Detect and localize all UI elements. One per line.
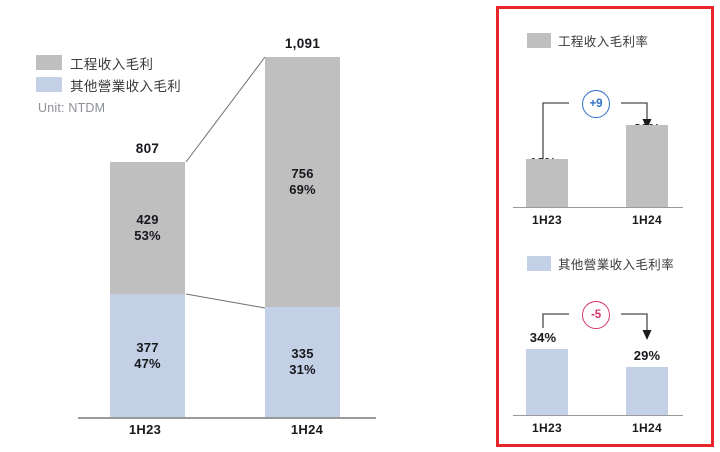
main-stacked-bar-chart: 工程收入毛利 其他營業收入毛利 Unit: NTDM 807 429 53% 3… — [36, 36, 376, 437]
mini-bottom-x-tick-1h23: 1H23 — [532, 421, 562, 435]
legend-item-other-operating-gross-profit: 其他營業收入毛利 — [36, 74, 181, 95]
legend-swatch-blue-icon — [36, 77, 62, 92]
main-x-tick-1h23: 1H23 — [128, 422, 162, 437]
mini-bottom-value-1h24: 29% — [633, 348, 661, 363]
bar-segment-label-blue-1h23: 377 47% — [134, 340, 161, 372]
mini-top-legend-label: 工程收入毛利率 — [558, 35, 649, 49]
delta-badge-up: +9 — [582, 90, 610, 118]
mini-top-bar-1h23[interactable] — [526, 159, 568, 207]
delta-path-right-bottom — [621, 313, 648, 332]
bar-total-label-1h24: 1,091 — [284, 36, 321, 51]
mini-top-legend: 工程收入毛利率 — [527, 31, 711, 50]
bar-total-label-1h23: 807 — [135, 141, 160, 156]
bar-segment-gray-1h23[interactable]: 429 53% — [110, 162, 185, 294]
legend-label-engineering-gross-profit: 工程收入毛利 — [70, 56, 154, 72]
mini-bottom-legend-label: 其他營業收入毛利率 — [558, 258, 675, 272]
stacked-bar-1h24[interactable]: 1,091 756 69% 335 31% — [265, 36, 340, 417]
main-chart-legend: 工程收入毛利 其他營業收入毛利 Unit: NTDM — [36, 52, 181, 115]
stacked-bar-1h23[interactable]: 807 429 53% 377 47% — [110, 141, 185, 417]
connector-line-mid — [185, 293, 266, 309]
bar-segment-value-gray-1h24: 756 — [291, 166, 314, 182]
main-x-tick-1h24: 1H24 — [290, 422, 324, 437]
delta-path-left-bottom — [542, 313, 569, 328]
main-chart-x-axis — [78, 417, 376, 419]
other-operating-margin-rate-chart: 其他營業收入毛利率 -5 34% 29% 1H23 1H24 — [499, 254, 711, 444]
mini-top-bar-1h24[interactable] — [626, 125, 668, 207]
delta-badge-down: -5 — [582, 301, 610, 329]
connector-line-top — [185, 56, 266, 163]
bar-segment-percent-gray-1h23: 53% — [134, 228, 161, 243]
delta-arrowhead-bottom-icon — [642, 330, 652, 340]
delta-arrowhead-top-icon — [642, 119, 652, 129]
mini-top-delta-connector — [542, 102, 652, 177]
mini-bottom-x-tick-1h24: 1H24 — [632, 421, 662, 435]
legend-label-other-operating-gross-profit: 其他營業收入毛利 — [70, 78, 182, 94]
mini-legend-swatch-gray-icon — [527, 33, 551, 48]
margin-rate-panel: 工程收入毛利率 +9 13% 22% 1H23 1H24 其他營業收入毛利率 — [496, 6, 714, 447]
legend-swatch-gray-icon — [36, 55, 62, 70]
mini-bottom-x-axis — [513, 414, 683, 416]
delta-path-left-top — [542, 102, 569, 177]
mini-top-x-tick-1h24: 1H24 — [632, 213, 662, 227]
bar-segment-blue-1h23[interactable]: 377 47% — [110, 294, 185, 417]
mini-top-x-axis — [513, 206, 683, 208]
bar-segment-blue-1h24[interactable]: 335 31% — [265, 307, 340, 417]
bar-segment-percent-blue-1h23: 47% — [134, 355, 161, 371]
bar-segment-value-gray-1h23: 429 — [136, 212, 159, 228]
delta-path-right-top — [621, 102, 648, 121]
bar-segment-percent-blue-1h24: 31% — [289, 362, 316, 377]
bar-segment-value-blue-1h23: 377 — [136, 339, 159, 355]
engineering-margin-rate-chart: 工程收入毛利率 +9 13% 22% 1H23 1H24 — [499, 31, 711, 241]
legend-item-engineering-gross-profit: 工程收入毛利 — [36, 52, 181, 73]
mini-bottom-legend: 其他營業收入毛利率 — [527, 254, 711, 273]
mini-top-x-tick-1h23: 1H23 — [532, 213, 562, 227]
mini-legend-swatch-blue-icon — [527, 256, 551, 271]
bar-segment-value-blue-1h24: 335 — [291, 346, 314, 362]
unit-label: Unit: NTDM — [38, 101, 106, 115]
bar-segment-label-gray-1h23: 429 53% — [134, 212, 161, 244]
bar-segment-label-gray-1h24: 756 69% — [289, 166, 316, 198]
bar-segment-gray-1h24[interactable]: 756 69% — [265, 57, 340, 307]
mini-top-plot: +9 13% 22% 1H23 1H24 — [499, 69, 711, 229]
bar-segment-percent-gray-1h24: 69% — [289, 182, 316, 197]
mini-bottom-bar-1h23[interactable] — [526, 349, 568, 415]
mini-bottom-delta-connector — [542, 313, 652, 340]
mini-bottom-plot: -5 34% 29% 1H23 1H24 — [499, 292, 711, 437]
bar-segment-label-blue-1h24: 335 31% — [289, 346, 316, 378]
mini-bottom-bar-1h24[interactable] — [626, 367, 668, 415]
mini-bottom-value-1h23: 34% — [529, 330, 557, 345]
